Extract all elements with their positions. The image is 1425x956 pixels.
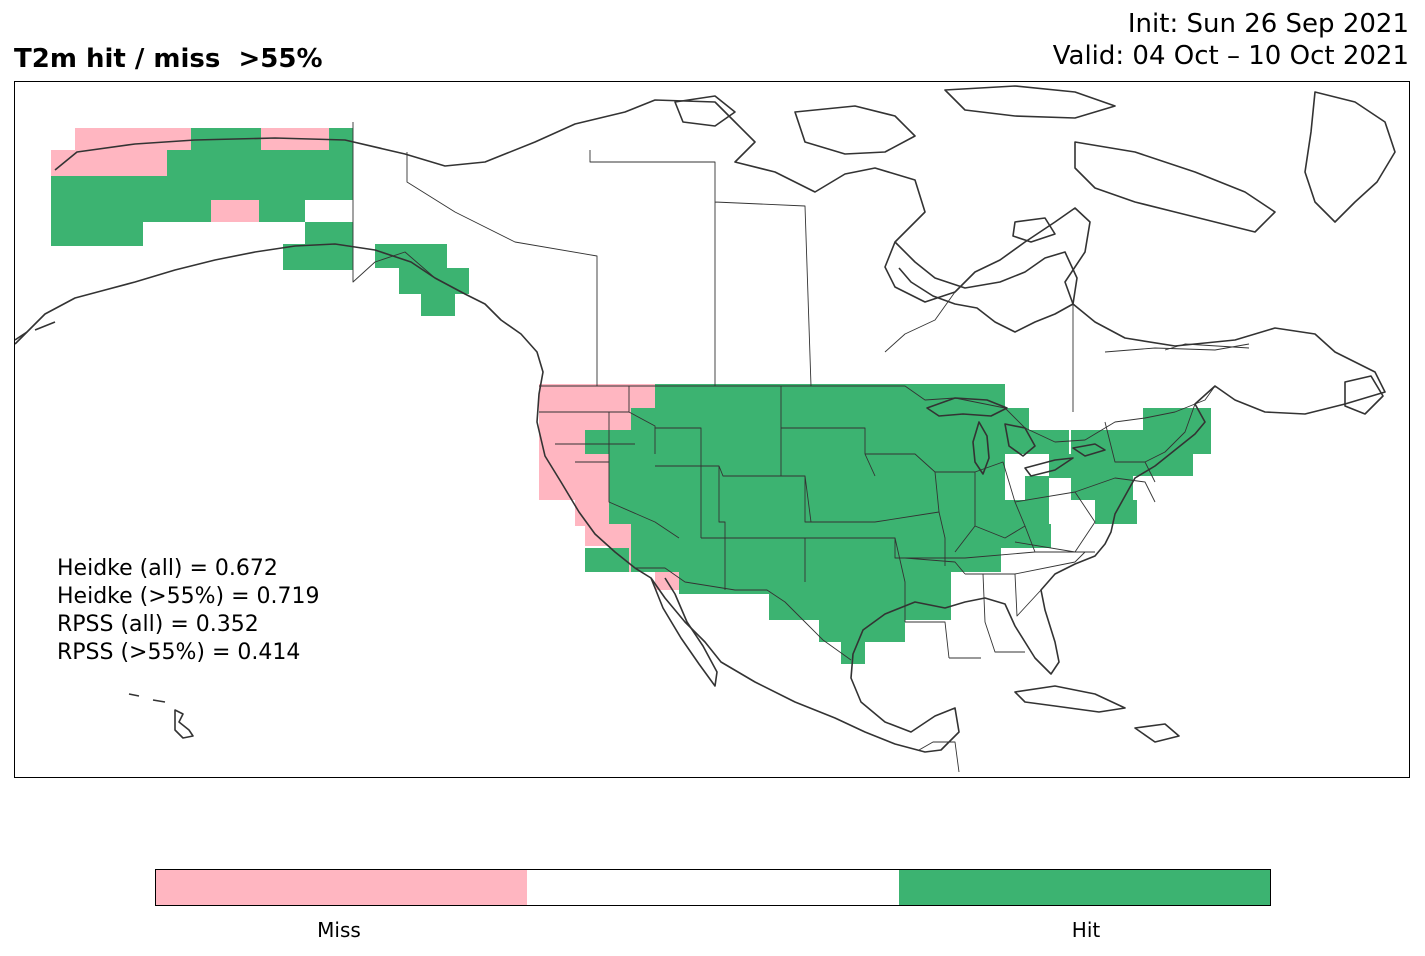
political-borders — [352, 122, 1250, 773]
hit-cell-5 — [167, 150, 353, 176]
hit-cell-15 — [421, 294, 455, 316]
valid-range: Valid: 04 Oct – 10 Oct 2021 — [1052, 41, 1409, 71]
coastline-cuba — [1014, 685, 1126, 713]
lake-ontario — [1072, 443, 1106, 457]
hit-cell-9 — [259, 200, 305, 222]
hit-cell-29 — [609, 500, 1049, 524]
hit-cell-7 — [51, 200, 211, 222]
forecast-cells — [51, 128, 1211, 664]
date-info: Init: Sun 26 Sep 2021 Valid: 04 Oct – 10… — [1053, 8, 1409, 72]
lake-superior — [926, 397, 1008, 417]
hit-cell-39 — [1029, 430, 1069, 454]
heidke-all: Heidke (all) = 0.672 — [57, 556, 278, 581]
colorbar-label-hit: Hit — [1071, 918, 1101, 942]
border-us-states — [539, 386, 1196, 659]
hit-cell-10 — [51, 222, 143, 246]
miss-cell-0 — [75, 128, 191, 150]
colorbar-hit-segment — [898, 870, 1270, 905]
coastline-baffin-island — [1074, 141, 1276, 233]
hit-cell-13 — [375, 244, 447, 268]
hit-cell-35 — [769, 594, 951, 620]
hit-cell-11 — [305, 222, 353, 244]
map-canvas — [15, 85, 1396, 773]
rpss-all: RPSS (all) = 0.352 — [57, 612, 259, 637]
colorbar-label-miss: Miss — [317, 918, 361, 942]
miss-cell-20 — [539, 454, 609, 500]
colorbar — [155, 869, 1271, 906]
hit-cell-3 — [329, 128, 353, 150]
map-title: T2m hit / miss >55% — [14, 44, 323, 74]
hit-cell-44 — [1049, 454, 1089, 478]
border-canada-provinces — [406, 150, 1250, 412]
skill-scores: Heidke (all) = 0.672 Heidke (>55%) = 0.7… — [57, 555, 320, 667]
miss-cell-8 — [211, 200, 259, 222]
hit-cell-46 — [1025, 476, 1049, 500]
hit-cell-32 — [679, 572, 951, 594]
border-alaska-canada — [352, 122, 466, 295]
coastline-aleutians — [15, 321, 56, 345]
miss-cell-17 — [631, 384, 655, 408]
hit-cell-6 — [51, 176, 353, 200]
hit-cell-38 — [1005, 408, 1029, 454]
hit-cell-42 — [1071, 476, 1133, 500]
hit-cell-27 — [585, 430, 1005, 454]
miss-cell-16 — [539, 384, 631, 430]
coastline-hawaii — [128, 693, 194, 739]
coastline-mainland — [15, 99, 1386, 753]
border-us-canada — [539, 385, 1216, 443]
hit-cell-45 — [1133, 454, 1193, 476]
border-mexico-central-america — [918, 741, 960, 773]
colorbar-neutral-segment — [527, 870, 899, 905]
colorbar-miss-segment — [156, 870, 528, 905]
coastline-banks-island — [674, 95, 736, 127]
hit-cell-33 — [585, 548, 629, 572]
coastline-greenland — [1304, 91, 1396, 223]
coastline-hudson-bay — [894, 241, 1078, 333]
hit-cell-12 — [283, 244, 353, 270]
border-us-mexico — [635, 567, 852, 661]
hit-cell-41 — [1143, 408, 1211, 454]
hit-cell-30 — [631, 524, 1051, 548]
init-date: Init: Sun 26 Sep 2021 — [1127, 9, 1409, 39]
miss-cell-4 — [51, 150, 167, 176]
miss-cell-22 — [585, 522, 633, 546]
coastline-southampton — [1012, 217, 1056, 243]
hit-cell-25 — [655, 384, 1005, 430]
coastline-baja — [650, 577, 718, 687]
coastline-victoria-island — [794, 105, 916, 155]
lake-erie — [1024, 457, 1074, 477]
coastline-ellesmere — [944, 85, 1116, 119]
heidke-55: Heidke (>55%) = 0.719 — [57, 584, 320, 609]
hit-cell-26 — [631, 408, 679, 430]
coastline-hispaniola — [1134, 723, 1180, 743]
lake-michigan — [972, 421, 990, 475]
hit-cell-31 — [665, 548, 1001, 572]
lake-huron — [1004, 423, 1036, 457]
map-frame — [14, 81, 1410, 778]
coastline-newfoundland — [1344, 375, 1384, 415]
rpss-55: RPSS (>55%) = 0.414 — [57, 640, 301, 665]
